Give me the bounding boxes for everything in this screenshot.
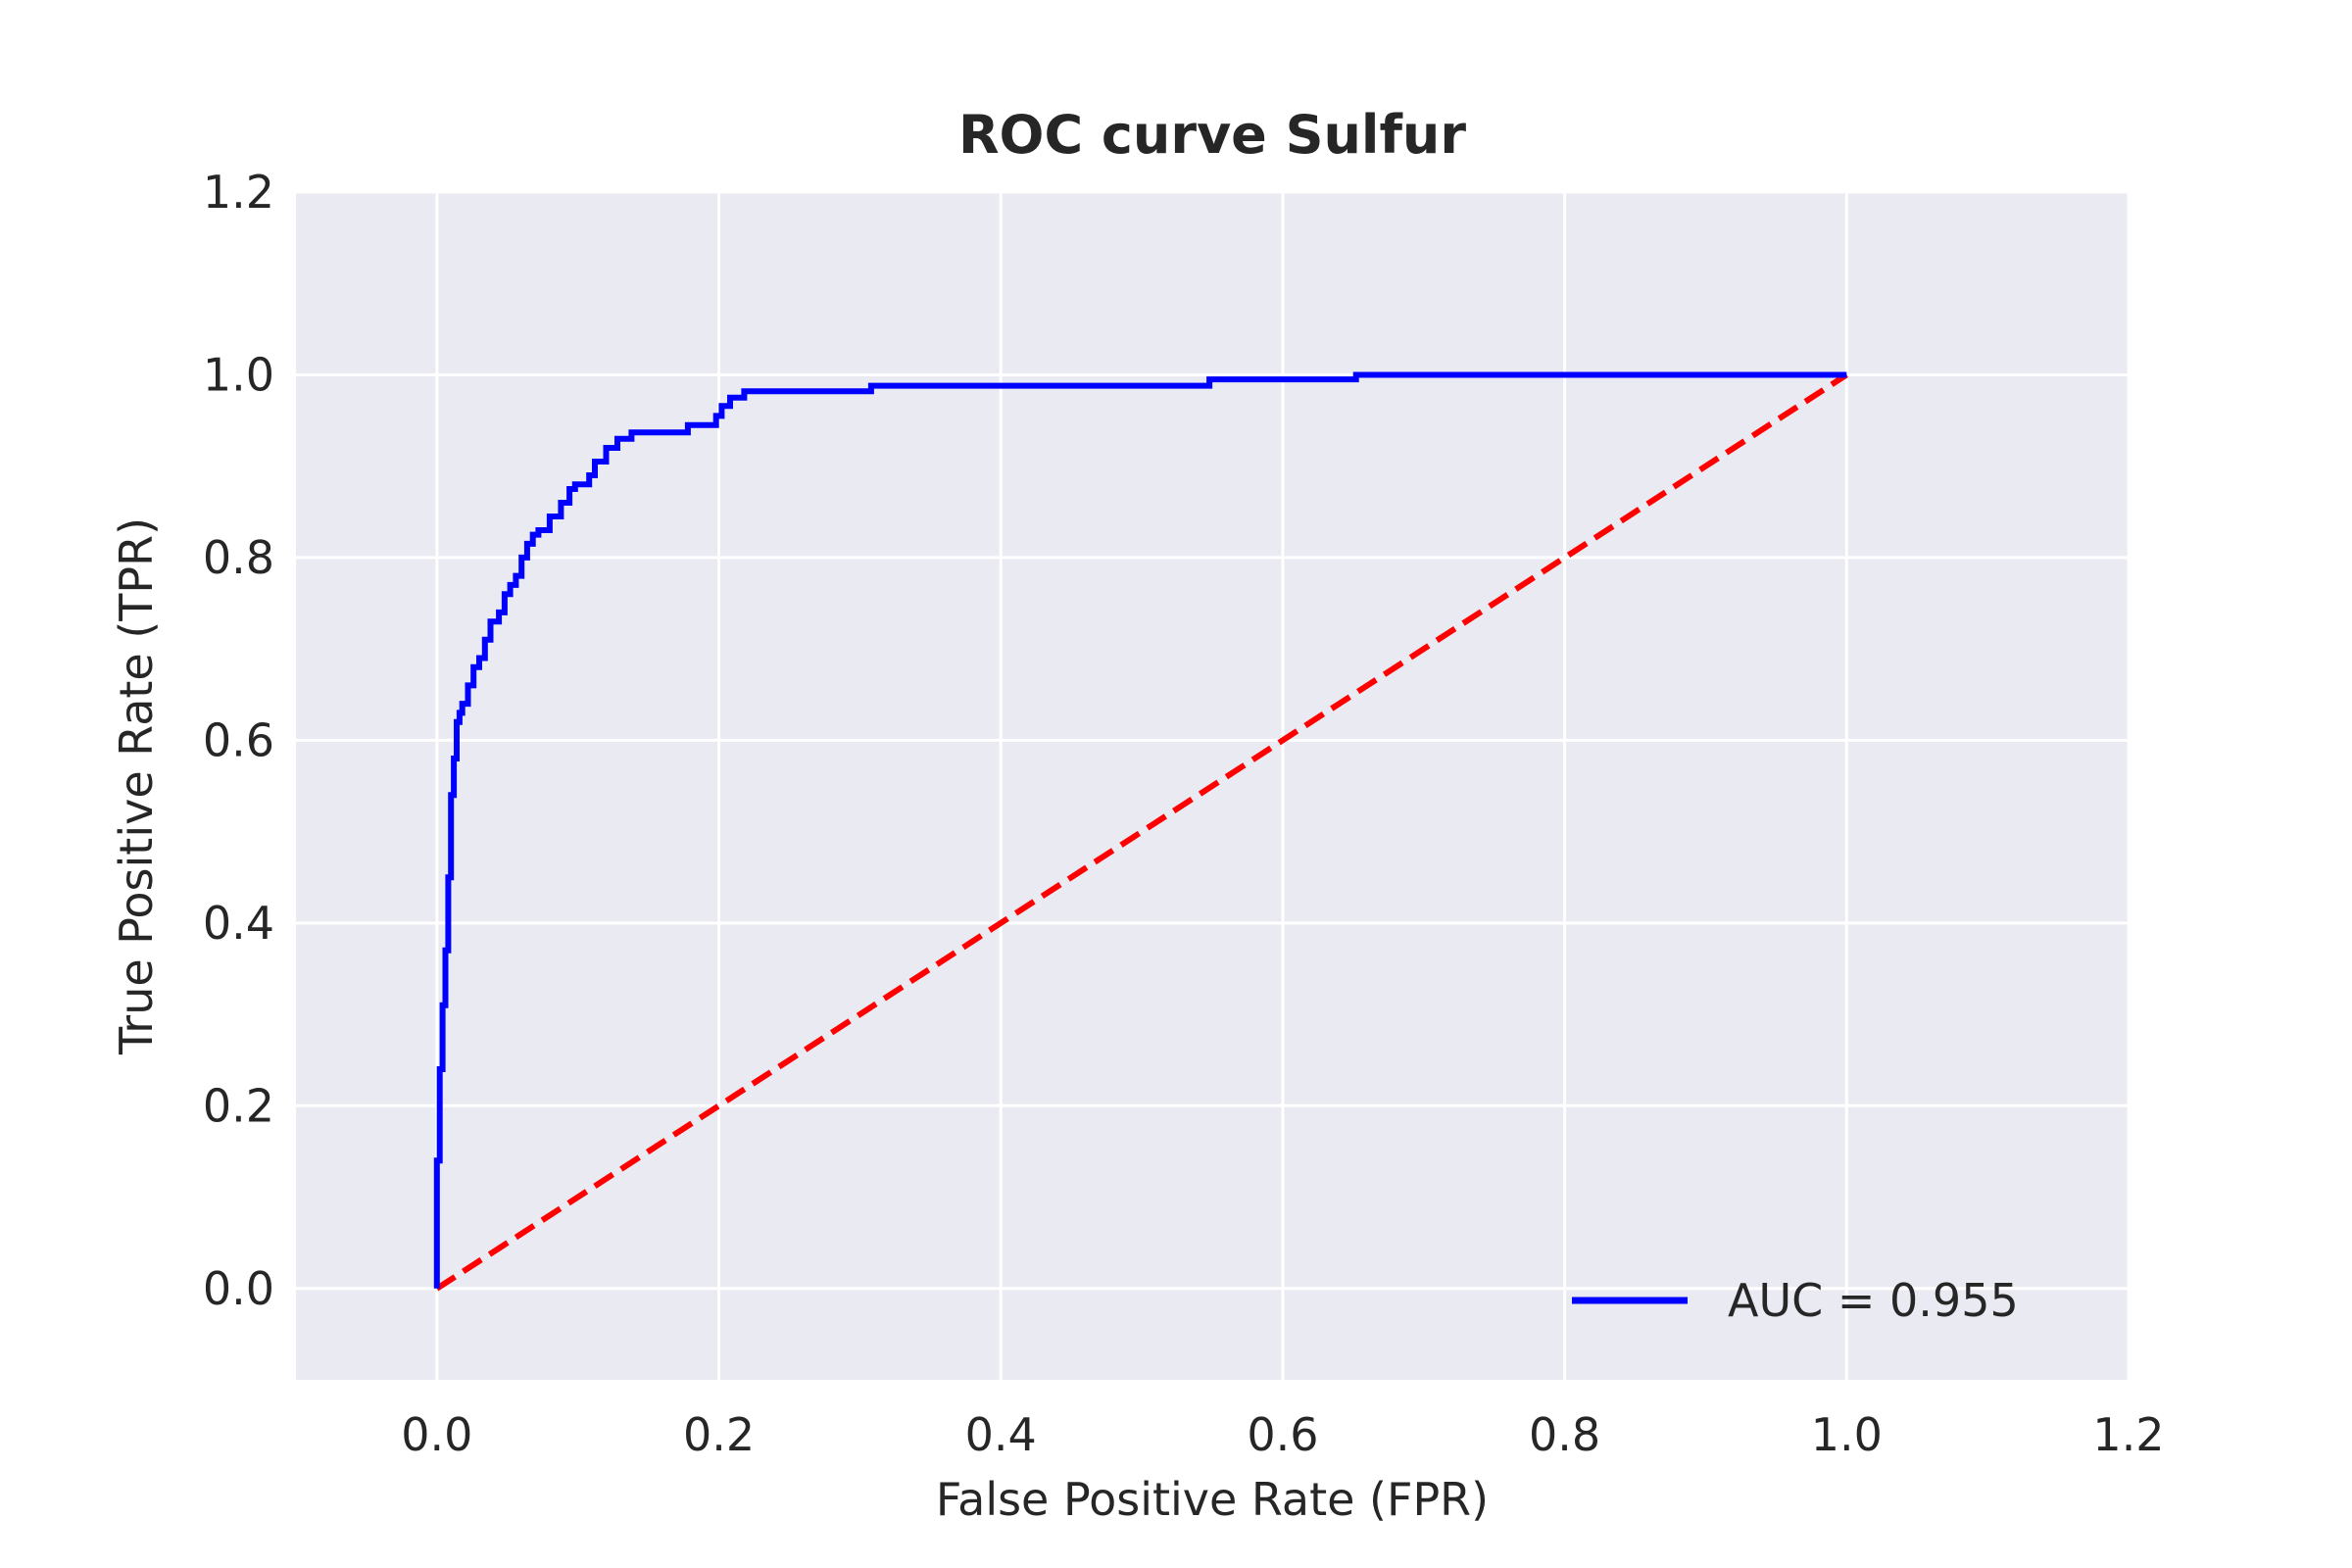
legend-label-auc: AUC = 0.955 (1728, 1274, 2019, 1327)
legend: AUC = 0.955 (1572, 1274, 2019, 1327)
chart-title: ROC curve Sulfur (958, 104, 1466, 166)
x-tick-label: 0.6 (1247, 1408, 1318, 1461)
x-tick-label: 1.0 (1811, 1408, 1883, 1461)
y-tick-label: 0.0 (203, 1262, 274, 1315)
y-tick-label: 0.6 (203, 713, 274, 766)
y-tick-label: 1.0 (203, 348, 274, 401)
x-tick-label: 0.0 (401, 1408, 472, 1461)
x-axis-label: False Positive Rate (FPR) (936, 1473, 1489, 1526)
roc-curve-line (433, 371, 1847, 1289)
series-layer (433, 371, 1848, 1292)
y-tick-label: 1.2 (203, 166, 274, 219)
y-tick-label: 0.2 (203, 1079, 274, 1132)
y-axis-label: True Positive Rate (TPR) (110, 517, 163, 1055)
x-tick-label: 1.2 (2092, 1408, 2164, 1461)
x-tick-label: 0.4 (965, 1408, 1037, 1461)
x-tick-label: 0.2 (683, 1408, 755, 1461)
tick-labels: 0.0 0.2 0.4 0.6 0.8 1.0 1.2 0.0 0.2 0.4 0.6 0.8 1.0 1… (203, 166, 2165, 1461)
y-tick-label: 0.8 (203, 531, 274, 584)
chance-diagonal-line (435, 371, 1848, 1292)
x-tick-label: 0.8 (1529, 1408, 1600, 1461)
y-tick-label: 0.4 (203, 897, 274, 950)
grid-lines (296, 190, 2131, 1380)
